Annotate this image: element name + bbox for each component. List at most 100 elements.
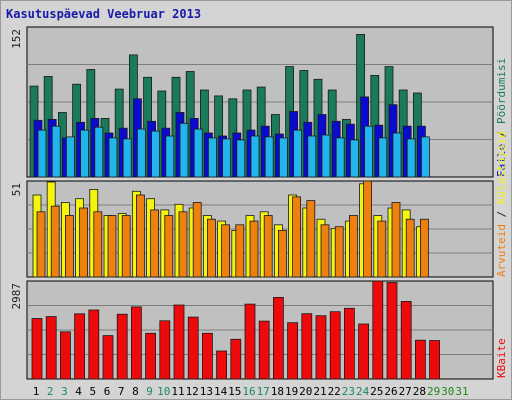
bar-bytes-s0-day-6	[102, 335, 114, 380]
day-label-8: 8	[132, 385, 139, 398]
bar-visits-s1-day-18	[277, 229, 287, 278]
bar-hits-s2-day-4	[80, 129, 89, 178]
day-label-30: 30	[441, 385, 454, 398]
bar-visits-s1-day-12	[192, 202, 202, 278]
bar-bytes-s0-day-12	[187, 316, 199, 380]
side-label-hits: Faile / Pöördumisi	[495, 58, 508, 177]
bar-visits-s1-day-7	[121, 215, 131, 278]
bar-bytes-s0-day-25	[372, 280, 384, 380]
bar-bytes-s0-day-9	[145, 332, 157, 380]
bar-hits-s2-day-18	[278, 137, 288, 178]
bar-bytes-s0-day-19	[287, 322, 299, 380]
bar-bytes-s0-day-15	[230, 338, 242, 380]
bar-bytes-s0-day-18	[272, 296, 284, 380]
bar-bytes-s0-day-13	[201, 332, 213, 380]
bar-hits-s2-day-10	[165, 135, 175, 178]
bar-hits-s2-day-22	[335, 137, 345, 178]
day-label-17: 17	[257, 385, 270, 398]
bar-visits-s1-day-1	[36, 211, 46, 278]
bar-bytes-s0-day-23	[343, 307, 355, 380]
bar-visits-s1-day-16	[249, 220, 259, 278]
legend-entry: Arvuteid	[495, 224, 508, 277]
bar-bytes-s0-day-3	[60, 331, 71, 380]
bar-visits-s1-day-27	[405, 218, 415, 278]
bar-bytes-s0-day-2	[45, 316, 57, 380]
bar-bytes-s0-day-28	[414, 339, 426, 380]
bar-bytes-s0-day-7	[116, 313, 128, 380]
bar-hits-s2-day-12	[193, 128, 203, 178]
day-label-31: 31	[455, 385, 468, 398]
day-label-14: 14	[214, 385, 228, 398]
day-label-10: 10	[157, 385, 170, 398]
day-label-6: 6	[104, 385, 111, 398]
legend-entry: Külastajaid	[495, 131, 508, 204]
bar-hits-s2-day-8	[136, 128, 146, 178]
bar-visits-s1-day-6	[107, 215, 117, 278]
panel-hits: 152	[10, 26, 494, 178]
bar-bytes-s0-day-14	[216, 350, 228, 380]
bar-bytes-s0-day-26	[386, 282, 398, 380]
y-tick-label: 51	[10, 183, 23, 196]
bar-visits-s1-day-14	[221, 224, 231, 278]
bar-bytes-s0-day-1	[31, 318, 43, 380]
bar-hits-s2-day-15	[236, 139, 246, 178]
bar-bytes-s0-day-27	[400, 300, 412, 380]
bar-visits-s1-day-26	[391, 202, 401, 278]
bar-hits-s2-day-23	[349, 139, 359, 178]
bar-visits-s1-day-25	[377, 220, 387, 278]
chart-panels: 152 51 2987	[10, 26, 494, 380]
day-label-1: 1	[33, 385, 40, 398]
day-label-9: 9	[146, 385, 153, 398]
bar-visits-s1-day-20	[306, 200, 316, 278]
label-separator: /	[495, 124, 508, 144]
bar-hits-s2-day-9	[151, 130, 161, 178]
day-label-28: 28	[413, 385, 426, 398]
bar-hits-s2-day-2	[51, 125, 61, 178]
bar-hits-s2-day-26	[392, 132, 402, 178]
bar-visits-s1-day-8	[135, 194, 145, 278]
bar-hits-s2-day-14	[222, 138, 232, 178]
day-label-15: 15	[228, 385, 241, 398]
day-label-20: 20	[299, 385, 312, 398]
day-label-7: 7	[118, 385, 125, 398]
bar-hits-s2-day-17	[264, 136, 274, 178]
bar-visits-s1-day-4	[79, 207, 88, 278]
day-label-29: 29	[427, 385, 440, 398]
bar-hits-s2-day-3	[66, 136, 75, 178]
day-label-13: 13	[200, 385, 213, 398]
label-separator: /	[495, 204, 508, 224]
day-label-18: 18	[271, 385, 284, 398]
day-label-24: 24	[356, 385, 370, 398]
bar-hits-s2-day-6	[108, 137, 118, 178]
side-label-visits: Arvuteid / Külastajaid	[495, 131, 508, 277]
day-label-25: 25	[370, 385, 383, 398]
bar-bytes-s0-day-17	[258, 320, 270, 380]
bar-visits-s1-day-3	[65, 215, 74, 278]
bar-hits-s2-day-11	[179, 122, 189, 178]
bar-visits-s1-day-5	[93, 211, 103, 278]
panel-visits: 51	[10, 180, 494, 278]
bar-hits-s2-day-16	[250, 135, 260, 178]
bar-visits-s1-day-23	[348, 215, 358, 278]
bar-visits-s1-day-19	[292, 196, 302, 278]
day-label-12: 12	[186, 385, 199, 398]
bar-bytes-s0-day-22	[329, 311, 341, 380]
bar-bytes-s0-day-29	[429, 340, 441, 380]
day-labels: 1 2 3 4 5 6 7 8 9 10 11 12 13 14 15 16 17 18 19 20 21 22 23 24 2…	[33, 385, 469, 398]
bar-visits-s1-day-15	[235, 224, 245, 278]
bar-visits-s1-day-9	[150, 209, 160, 278]
day-label-2: 2	[47, 385, 54, 398]
day-label-5: 5	[89, 385, 96, 398]
bar-bytes-s0-day-24	[358, 323, 370, 380]
legend-entry: Pöördumisi	[495, 58, 508, 124]
day-label-11: 11	[171, 385, 184, 398]
day-label-3: 3	[61, 385, 68, 398]
bar-visits-s1-day-10	[164, 215, 174, 278]
bar-bytes-s0-day-8	[130, 306, 142, 380]
side-label-bytes: KBaite	[495, 338, 508, 378]
bar-bytes-s0-day-10	[159, 320, 171, 380]
bar-hits-s2-day-25	[378, 137, 388, 178]
bar-bytes-s0-day-20	[301, 313, 313, 380]
bar-bytes-s0-day-16	[244, 303, 256, 380]
